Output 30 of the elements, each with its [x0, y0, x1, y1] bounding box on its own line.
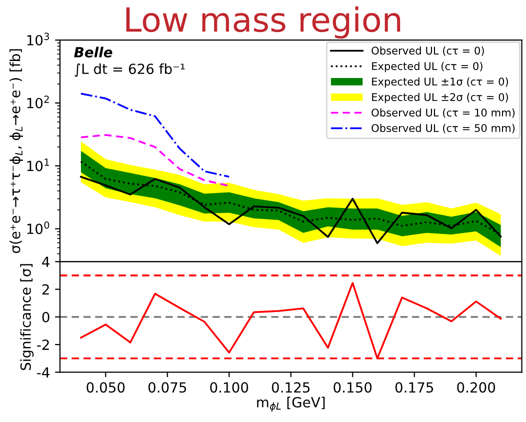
- y-tick-label: 10$^{2}$: [27, 96, 49, 108]
- x-tick-label: 0.200: [457, 382, 496, 393]
- x-tick-label: 0.125: [272, 382, 310, 393]
- x-tick-label: 0.075: [148, 382, 186, 393]
- line-series: [80, 92, 230, 178]
- x-tick-label: 0.050: [86, 382, 125, 393]
- y-axis-title: σ(e⁺e⁻→τ⁺τ⁻ϕ$_{L}$, ϕ$_{L}$→e⁺e⁻) [fb]: [10, 49, 23, 254]
- legend-label: Observed UL (cτ = 10 mm): [372, 108, 515, 118]
- y-tick-label: 2: [42, 284, 49, 295]
- line-series: [80, 134, 230, 187]
- chart-title: Low mass region: [126, 6, 400, 39]
- y-tick-label: 10$^{1}$: [27, 158, 49, 172]
- legend-label: Expected UL ±2σ (cτ = 0): [372, 92, 508, 104]
- x-tick-label: 0.175: [395, 382, 434, 393]
- y-tick-label: 10$^{3}$: [27, 32, 50, 46]
- y-tick-label: -2: [37, 340, 49, 350]
- annotation: Belle: [74, 46, 112, 58]
- x-tick-label: 0.100: [210, 382, 248, 393]
- x-axis-title: m$_{ϕL}$ [GeV]: [257, 396, 325, 412]
- legend-label: Observed UL (cτ = 0): [372, 46, 484, 56]
- y-tick-label: 10$^{0}$: [27, 221, 50, 234]
- legend-label: Expected UL (cτ = 0): [372, 62, 482, 72]
- y-tick-label: -4: [37, 367, 50, 378]
- y-tick-label: 4: [42, 256, 50, 267]
- x-tick-label: 0.150: [334, 382, 372, 393]
- legend-label: Observed UL (cτ = 50 mm): [372, 124, 515, 134]
- y-tick-label: 0: [42, 312, 50, 322]
- y-axis-title: Significance [σ]: [20, 264, 34, 370]
- legend-label: Expected UL ±1σ (cτ = 0): [372, 77, 508, 88]
- annotation: ∫L dt = 626 fb⁻¹: [74, 63, 185, 77]
